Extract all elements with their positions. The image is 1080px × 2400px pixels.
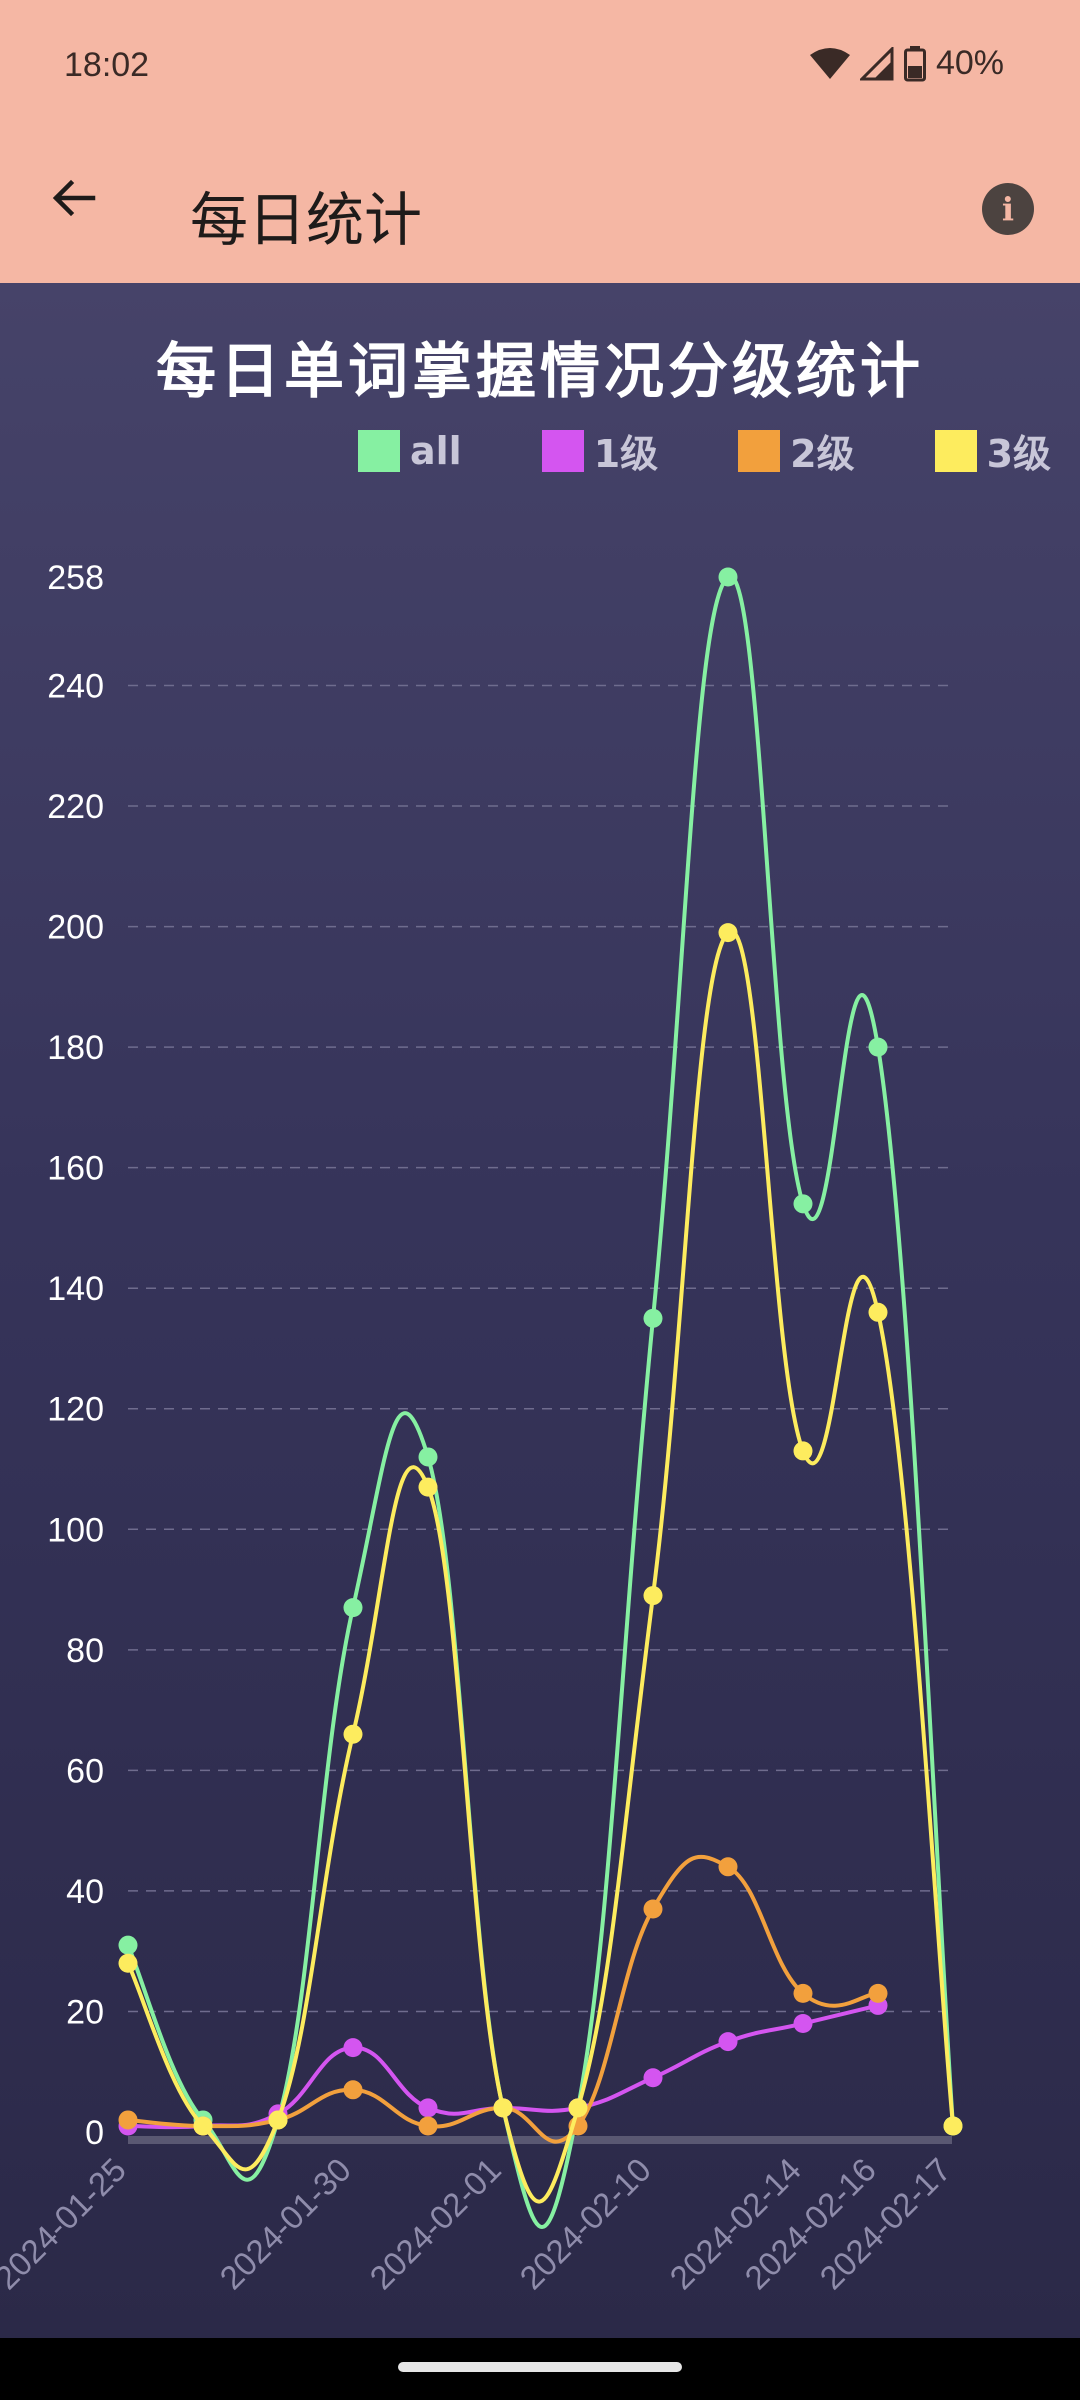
y-tick-label: 120 [47, 1391, 104, 1429]
legend-item-level1[interactable]: 1级 [541, 423, 659, 478]
data-point [118, 1935, 138, 1955]
y-tick-label: 180 [47, 1029, 104, 1067]
data-point [418, 2098, 438, 2118]
series-line [126, 574, 955, 2230]
arrow-back-icon [52, 179, 96, 217]
y-tick-label: 140 [47, 1270, 104, 1308]
series-line [126, 929, 955, 2204]
data-point [343, 1598, 363, 1618]
legend-swatch-level2 [738, 429, 781, 472]
series-layer [118, 567, 963, 2230]
page-title: 每日统计 [190, 186, 423, 254]
data-point [943, 2116, 963, 2136]
y-tick-label: 60 [66, 1752, 104, 1790]
y-tick-label: 240 [47, 667, 104, 705]
status-time: 18:02 [64, 46, 150, 84]
data-point [718, 923, 738, 943]
back-button[interactable] [40, 165, 106, 231]
data-point [343, 1724, 363, 1744]
data-point [643, 1899, 663, 1919]
data-point [718, 2032, 738, 2052]
data-point [868, 1302, 888, 1322]
wifi-icon [809, 47, 850, 79]
battery-icon [903, 45, 926, 81]
chart-legend: all 1级 2级 3级 [358, 423, 1051, 478]
y-axis-ticks: 0 20 40 60 80 100 120 140 160 180 200 220 240 258 [47, 559, 104, 2152]
series-level3 [118, 923, 963, 2204]
x-tick-label: 2024-02-01 [362, 2151, 508, 2297]
y-tick-label: 0 [85, 2114, 104, 2152]
data-point [493, 2098, 513, 2118]
home-handle[interactable] [398, 2362, 682, 2372]
battery-percent: 40% [935, 44, 1004, 82]
cell-signal-icon [859, 46, 894, 80]
data-point [793, 2014, 813, 2034]
legend-label-level2: 2级 [790, 432, 855, 476]
legend-swatch-all [358, 429, 400, 472]
y-tick-label: 200 [47, 909, 104, 947]
y-tick-label: 40 [66, 1873, 104, 1911]
x-tick-label: 2024-01-25 [0, 2151, 133, 2297]
y-tick-label: 258 [47, 559, 104, 597]
data-point [643, 1308, 663, 1328]
data-point [118, 1953, 138, 1973]
data-point [418, 1477, 438, 1497]
info-button[interactable]: i [982, 183, 1034, 235]
series-all [118, 567, 963, 2230]
data-point [193, 2116, 213, 2136]
data-point [793, 1194, 813, 1214]
line-chart: 0 20 40 60 80 100 120 140 160 180 200 220 240 258 202… [0, 559, 963, 2297]
data-point [268, 2110, 288, 2130]
data-point [643, 1586, 663, 1606]
x-tick-label: 2024-01-30 [212, 2151, 358, 2297]
legend-swatch-level3 [934, 429, 977, 472]
x-tick-label: 2024-02-10 [512, 2151, 658, 2297]
data-point [418, 1447, 438, 1467]
app-bar: 每日统计 i [0, 135, 1080, 283]
legend-label-level1: 1级 [593, 432, 659, 476]
data-point [418, 2116, 438, 2136]
status-icons: 40% [809, 44, 1004, 83]
data-point [868, 1037, 888, 1057]
legend-label-level3: 3级 [986, 432, 1052, 476]
data-point [343, 2080, 363, 2100]
data-point [793, 1983, 813, 2003]
data-point [643, 2068, 663, 2088]
data-point [868, 1983, 888, 2003]
data-point [718, 567, 738, 587]
y-tick-label: 100 [47, 1511, 104, 1549]
info-icon: i [1001, 190, 1015, 228]
y-tick-label: 160 [47, 1150, 104, 1188]
grid-layer [128, 684, 952, 2144]
data-point [118, 2110, 138, 2130]
status-bar: 18:02 40% [0, 0, 1080, 135]
data-point [718, 1857, 738, 1877]
legend-swatch-level1 [541, 429, 584, 472]
data-point [343, 2038, 363, 2058]
x-axis-ticks: 2024-01-25 2024-01-30 2024-02-01 2024-02-10… [0, 2151, 958, 2297]
legend-item-level3[interactable]: 3级 [934, 423, 1052, 478]
chart-title: 每日单词掌握情况分级统计 [156, 337, 924, 407]
legend-item-all[interactable]: all [358, 423, 462, 478]
y-tick-label: 80 [66, 1632, 104, 1670]
legend-item-level2[interactable]: 2级 [738, 423, 855, 478]
legend-label-all: all [410, 428, 462, 473]
y-tick-label: 220 [47, 788, 104, 826]
chart-container: 0 20 40 60 80 100 120 140 160 180 200 220 240 258 202… [0, 283, 1080, 2338]
navigation-bar [0, 2338, 1080, 2400]
y-tick-label: 20 [66, 1993, 104, 2031]
data-point [568, 2098, 588, 2118]
data-point [793, 1441, 813, 1461]
